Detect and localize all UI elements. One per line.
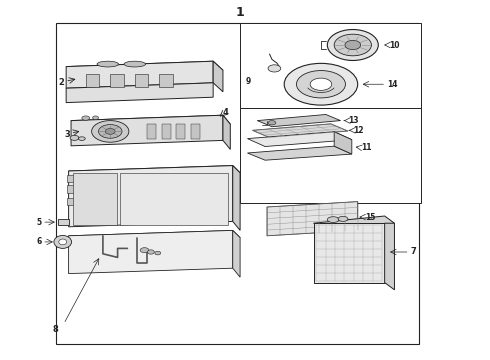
- Text: 10: 10: [390, 41, 400, 50]
- Polygon shape: [69, 230, 233, 274]
- Ellipse shape: [93, 116, 98, 120]
- Ellipse shape: [70, 135, 79, 140]
- Bar: [56, 23, 419, 344]
- Ellipse shape: [78, 137, 85, 140]
- Bar: [162, 124, 171, 139]
- Polygon shape: [233, 230, 240, 277]
- Polygon shape: [233, 166, 240, 230]
- Bar: [176, 124, 185, 139]
- Ellipse shape: [310, 78, 332, 90]
- Polygon shape: [213, 61, 223, 92]
- Text: 1: 1: [236, 6, 245, 19]
- Polygon shape: [334, 132, 352, 154]
- Text: 11: 11: [361, 143, 371, 152]
- Ellipse shape: [140, 248, 149, 253]
- Bar: [191, 124, 200, 139]
- Ellipse shape: [345, 40, 361, 50]
- Polygon shape: [314, 216, 394, 230]
- Polygon shape: [69, 166, 240, 178]
- Bar: [159, 74, 173, 87]
- Ellipse shape: [334, 34, 371, 56]
- Bar: [240, 23, 421, 108]
- Polygon shape: [314, 223, 385, 283]
- Bar: [73, 173, 117, 225]
- Bar: [67, 185, 74, 193]
- Ellipse shape: [268, 121, 276, 125]
- Polygon shape: [71, 115, 230, 130]
- Ellipse shape: [268, 65, 281, 72]
- Ellipse shape: [155, 251, 161, 255]
- Ellipse shape: [54, 235, 72, 248]
- Bar: [120, 173, 228, 225]
- Polygon shape: [385, 223, 394, 290]
- Ellipse shape: [327, 30, 378, 60]
- Ellipse shape: [98, 125, 122, 138]
- Text: 4: 4: [223, 108, 229, 117]
- Polygon shape: [252, 124, 348, 138]
- Ellipse shape: [338, 216, 348, 221]
- Ellipse shape: [105, 129, 115, 134]
- Ellipse shape: [284, 63, 358, 105]
- Ellipse shape: [82, 116, 90, 120]
- Polygon shape: [247, 132, 352, 147]
- Bar: [110, 74, 124, 87]
- Bar: [240, 108, 421, 203]
- Ellipse shape: [92, 121, 129, 142]
- Bar: [67, 175, 74, 182]
- Bar: [67, 198, 74, 205]
- Text: 9: 9: [246, 77, 251, 86]
- Text: 12: 12: [353, 126, 363, 135]
- Text: 3: 3: [64, 130, 70, 139]
- Polygon shape: [69, 166, 233, 227]
- Bar: [58, 219, 69, 225]
- Bar: [86, 74, 99, 87]
- Ellipse shape: [147, 250, 154, 254]
- Polygon shape: [66, 83, 213, 103]
- Polygon shape: [66, 61, 223, 76]
- Ellipse shape: [59, 239, 67, 245]
- Bar: [147, 124, 156, 139]
- Polygon shape: [69, 230, 240, 243]
- Text: 14: 14: [387, 81, 397, 90]
- Polygon shape: [257, 114, 341, 127]
- Ellipse shape: [296, 71, 345, 98]
- Ellipse shape: [327, 217, 339, 222]
- Text: 15: 15: [365, 212, 375, 222]
- Text: 8: 8: [52, 325, 58, 334]
- Text: 7: 7: [411, 248, 416, 256]
- Ellipse shape: [97, 61, 119, 67]
- Text: 5: 5: [37, 217, 42, 227]
- Text: 6: 6: [36, 238, 42, 247]
- Polygon shape: [71, 115, 223, 146]
- Polygon shape: [247, 146, 352, 160]
- Bar: [135, 74, 148, 87]
- Text: 2: 2: [59, 78, 65, 87]
- Polygon shape: [267, 202, 358, 236]
- Polygon shape: [66, 61, 213, 88]
- Polygon shape: [223, 115, 230, 149]
- Ellipse shape: [124, 61, 146, 67]
- Text: 13: 13: [348, 116, 358, 125]
